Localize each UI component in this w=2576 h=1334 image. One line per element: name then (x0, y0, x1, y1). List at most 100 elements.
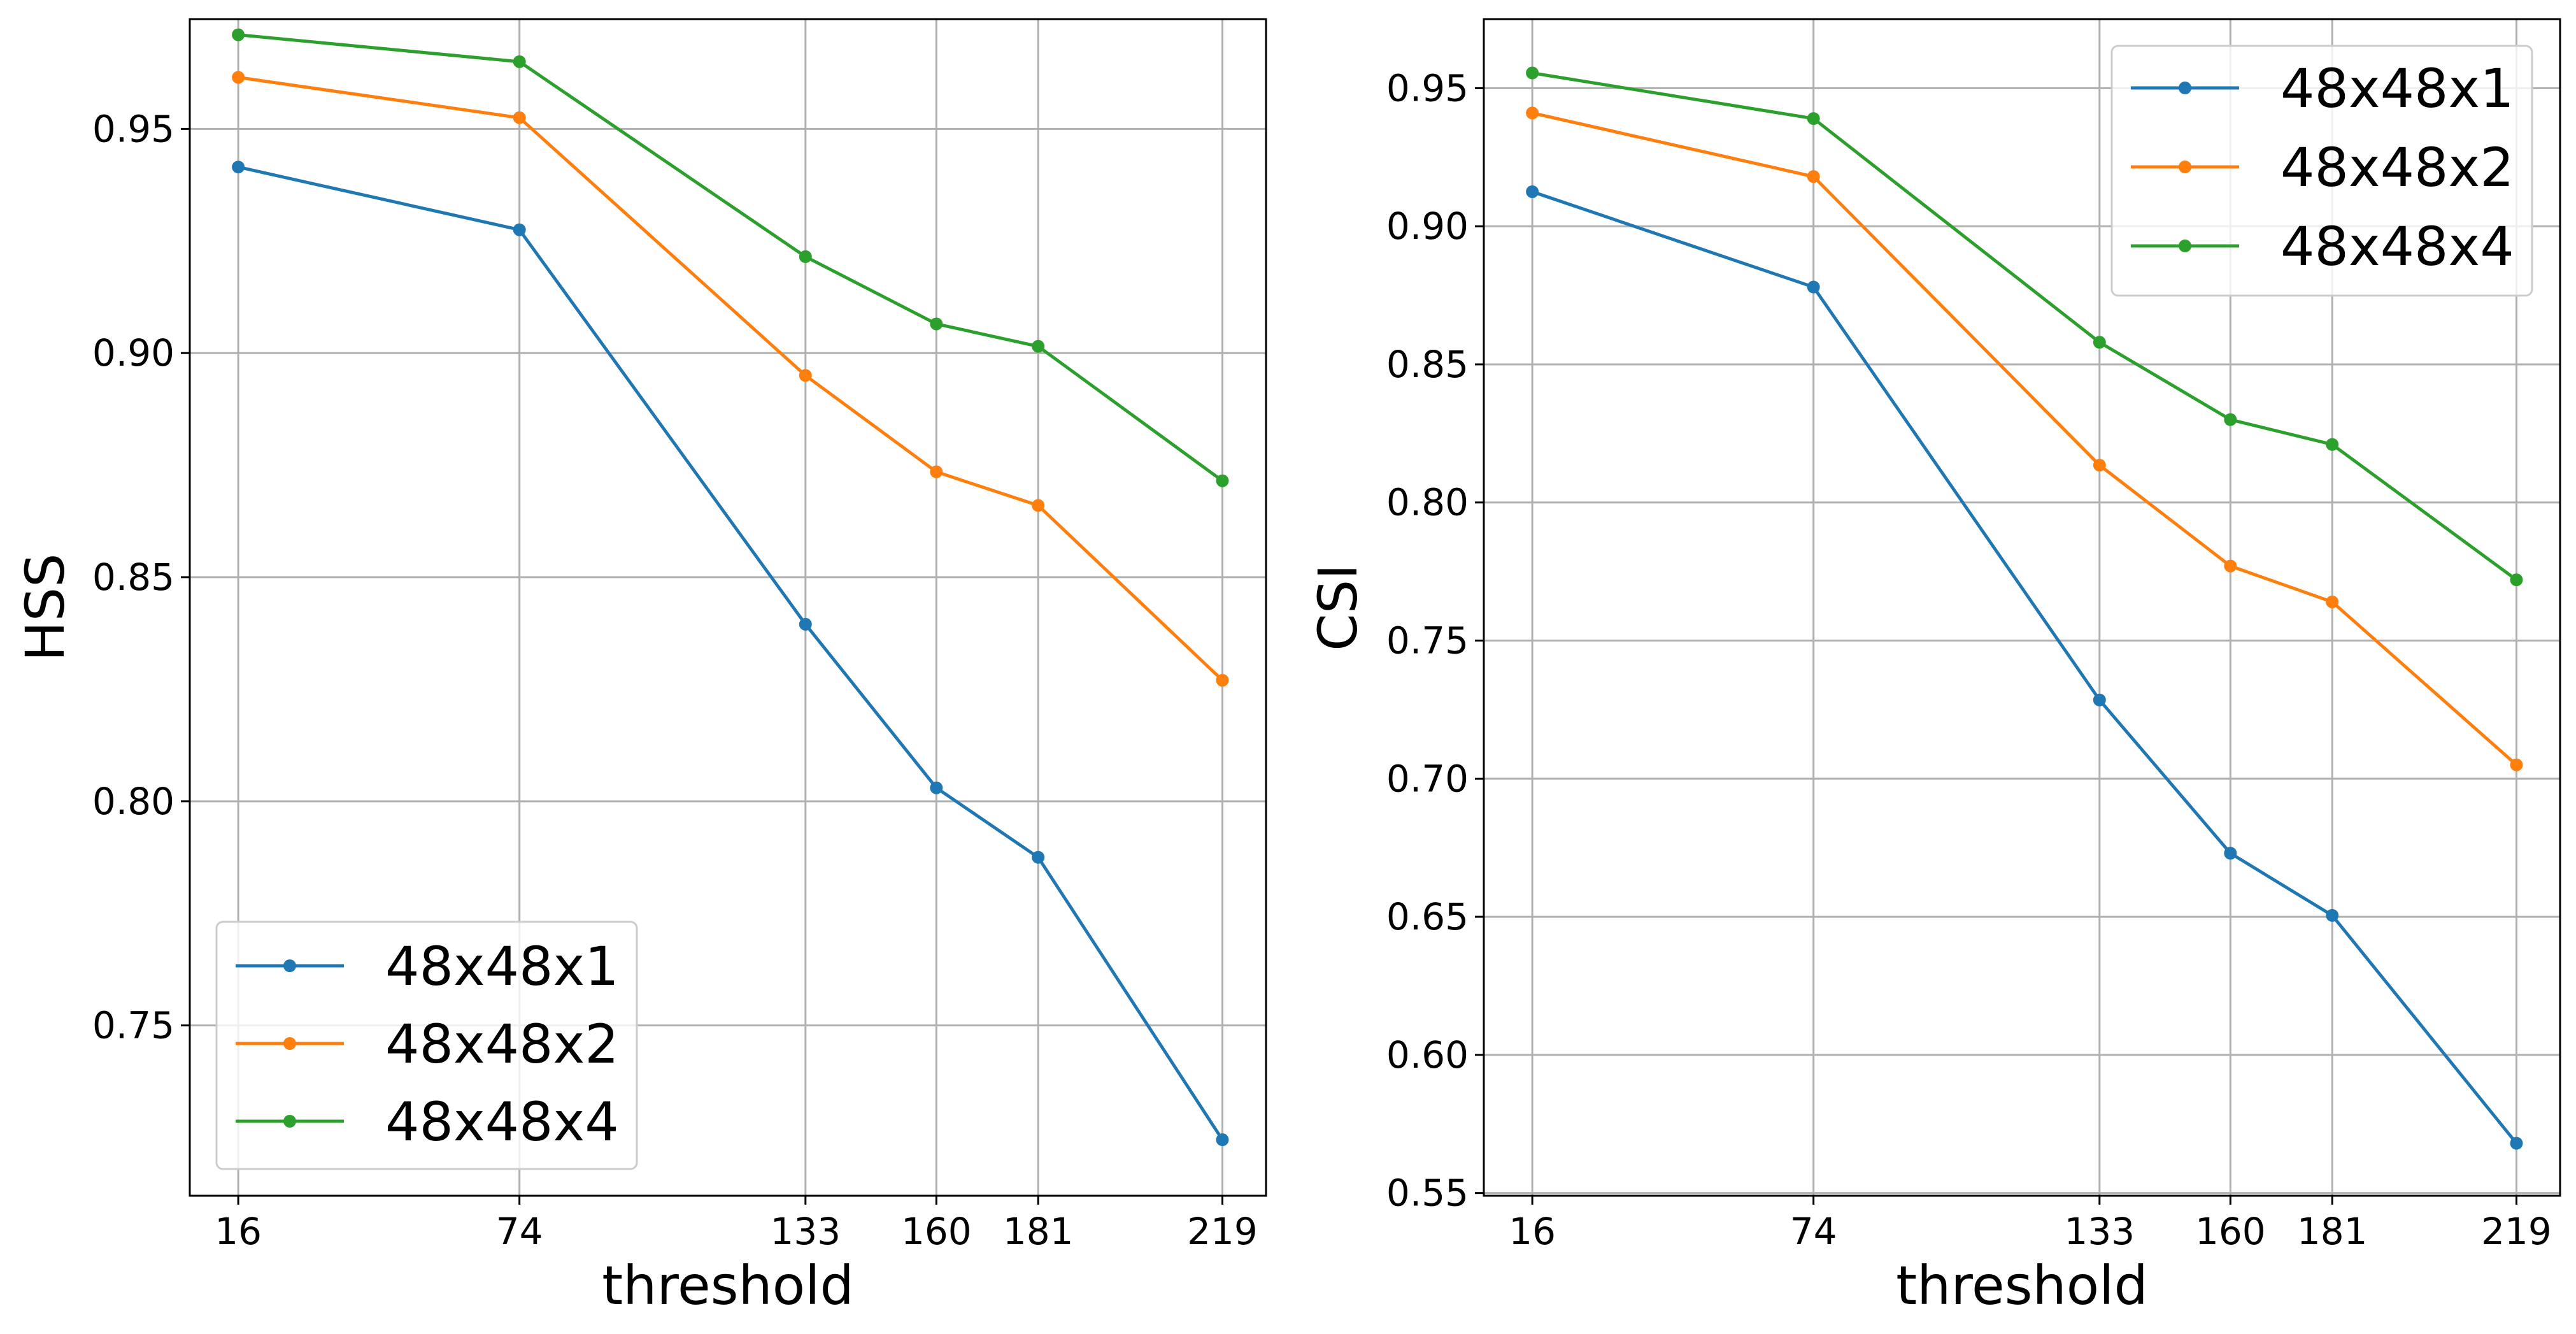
hss-x-tick-label: 74 (496, 1210, 543, 1253)
csi-data-point (2510, 758, 2523, 771)
csi-data-point (2224, 559, 2237, 573)
csi-data-point (2326, 438, 2339, 451)
hss-y-tick-label: 0.95 (92, 107, 174, 150)
hss-legend-marker (283, 1115, 296, 1128)
hss-data-point (930, 317, 943, 331)
csi-y-axis-label: CSI (1307, 564, 1369, 651)
csi-legend-box (2110, 45, 2533, 297)
csi-y-tick-label: 0.60 (1386, 1033, 1469, 1077)
hss-data-point (1032, 850, 1045, 864)
hss-data-point (1032, 340, 1045, 353)
hss-chart: 16 74 133 160 181 219 0.75 0.80 0.85 0.90 0.95 th… (14, 18, 1267, 1317)
csi-y-tick-label: 0.70 (1386, 757, 1469, 800)
hss-data-point (232, 28, 245, 41)
csi-legend-entry: 48x48x4 (2131, 215, 2514, 278)
hss-x-axis-label: threshold (602, 1254, 854, 1317)
csi-y-tick-label: 0.80 (1386, 481, 1469, 524)
csi-grid (1484, 19, 2560, 1196)
hss-y-ticks: 0.75 0.80 0.85 0.90 0.95 (92, 107, 190, 1047)
hss-legend-entry: 48x48x1 (236, 935, 619, 998)
csi-x-tick-label: 219 (2481, 1210, 2552, 1253)
csi-x-ticks: 16 74 133 160 181 219 (1509, 1196, 2552, 1253)
hss-legend: 48x48x1 48x48x2 48x48x4 (215, 921, 638, 1170)
csi-legend-marker (2179, 82, 2191, 94)
csi-legend-entry: 48x48x1 (2131, 57, 2514, 120)
csi-x-tick-label: 16 (1509, 1210, 1556, 1253)
csi-legend-label: 48x48x1 (2281, 57, 2514, 120)
csi-y-tick-label: 0.90 (1386, 204, 1469, 248)
hss-y-tick-label: 0.90 (92, 331, 174, 375)
hss-x-tick-label: 219 (1187, 1210, 1258, 1253)
hss-x-tick-label: 133 (770, 1210, 841, 1253)
hss-data-point (930, 465, 943, 478)
csi-plot-frame (1483, 18, 2561, 1197)
hss-legend-label: 48x48x4 (385, 1091, 619, 1153)
hss-x-ticks: 16 74 133 160 181 219 (215, 1196, 1258, 1253)
hss-legend-marker (283, 1037, 296, 1050)
csi-data-point (1526, 66, 1539, 80)
csi-data-point (2326, 595, 2339, 608)
hss-legend-entry: 48x48x2 (236, 1013, 619, 1075)
csi-x-axis-label: threshold (1896, 1254, 2148, 1317)
csi-data-point (2510, 573, 2523, 587)
csi-y-tick-label: 0.65 (1386, 895, 1469, 938)
csi-data-point (2093, 693, 2106, 706)
hss-data-point (232, 161, 245, 174)
hss-data-point (232, 71, 245, 84)
hss-plot-frame (189, 18, 1267, 1197)
hss-y-tick-label: 0.75 (92, 1004, 174, 1047)
hss-data-point (1216, 673, 1229, 687)
csi-data-point (2326, 908, 2339, 922)
csi-y-tick-label: 0.75 (1386, 619, 1469, 663)
csi-y-tick-label: 0.95 (1386, 66, 1469, 110)
hss-legend-label: 48x48x2 (385, 1013, 619, 1075)
hss-x-tick-label: 16 (215, 1210, 262, 1253)
hss-legend-entry: 48x48x4 (236, 1091, 619, 1153)
csi-data-point (1807, 280, 1820, 294)
hss-series-line (238, 75, 1224, 682)
csi-legend-label: 48x48x2 (2281, 136, 2514, 199)
hss-y-tick-label: 0.85 (92, 556, 174, 599)
csi-data-point (2510, 1137, 2523, 1150)
hss-x-tick-label: 181 (1003, 1210, 1074, 1253)
csi-legend-marker (2179, 240, 2191, 252)
csi-data-point (1526, 185, 1539, 198)
csi-x-tick-label: 160 (2195, 1210, 2266, 1253)
csi-x-tick-label: 74 (1790, 1210, 1837, 1253)
hss-data-point (513, 55, 526, 68)
hss-data-point (513, 223, 526, 236)
csi-series-line (1532, 111, 2518, 766)
hss-series-line (238, 33, 1223, 482)
csi-x-tick-label: 181 (2297, 1210, 2368, 1253)
hss-data-point (1216, 1133, 1229, 1147)
hss-data-point (1216, 474, 1229, 487)
hss-legend-label: 48x48x1 (385, 935, 619, 998)
csi-y-ticks: 0.55 0.60 0.65 0.70 0.75 0.80 0.85 0.90 0.95 (1386, 66, 1484, 1215)
hss-legend-marker (283, 959, 296, 972)
csi-data-point (2224, 413, 2237, 426)
csi-series-line (1532, 190, 2518, 1145)
hss-y-tick-label: 0.80 (92, 780, 174, 823)
csi-y-tick-label: 0.55 (1386, 1172, 1469, 1215)
csi-legend-label: 48x48x4 (2281, 215, 2514, 278)
csi-data-point (2093, 459, 2106, 472)
csi-chart: 16 74 133 160 181 219 0.55 0.60 0.65 0.70 0.75 0.8… (1307, 18, 2561, 1317)
hss-series-lines (232, 28, 1229, 1147)
csi-legend-marker (2179, 161, 2191, 173)
hss-data-point (799, 369, 812, 382)
hss-data-point (513, 111, 526, 124)
csi-data-point (2224, 847, 2237, 860)
csi-y-tick-label: 0.85 (1386, 343, 1469, 386)
hss-x-tick-label: 160 (901, 1210, 972, 1253)
csi-legend-entry: 48x48x2 (2131, 136, 2514, 199)
hss-y-axis-label: HSS (14, 554, 76, 662)
csi-series-line (1532, 71, 2517, 582)
hss-data-point (930, 781, 943, 794)
csi-data-point (1526, 106, 1539, 120)
csi-data-point (1807, 112, 1820, 126)
hss-data-point (799, 250, 812, 263)
hss-series-line (238, 165, 1224, 1141)
csi-data-point (2093, 336, 2106, 349)
csi-series-lines (1526, 66, 2523, 1150)
